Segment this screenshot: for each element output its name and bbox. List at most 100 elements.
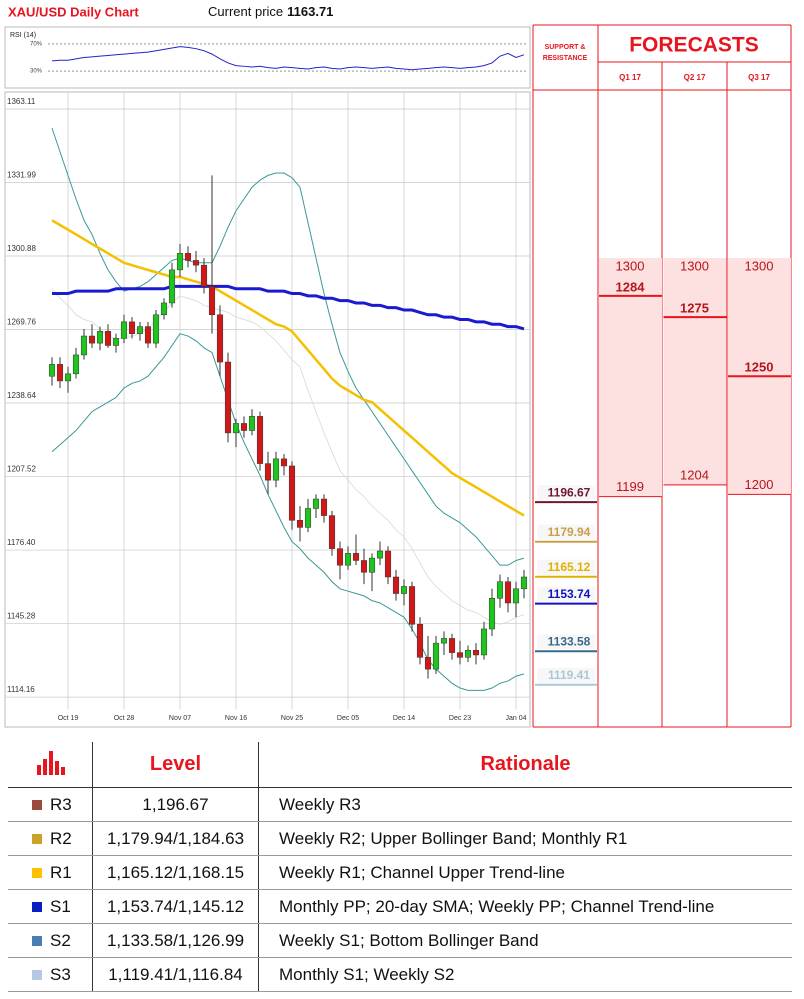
table-row: R2 1,179.94/1,184.63 Weekly R2; Upper Boll…	[8, 821, 792, 856]
level-label-bg	[537, 634, 595, 650]
level-label: 1153.74	[548, 587, 591, 601]
level-swatch	[32, 834, 42, 845]
y-tick-label: 1300.88	[7, 244, 36, 253]
candle-body	[408, 586, 416, 625]
candle-body	[88, 335, 96, 344]
candle-body	[240, 423, 248, 431]
level-label: 1119.41	[548, 668, 590, 682]
candle-body	[272, 458, 280, 481]
x-tick-label: Dec 23	[449, 715, 471, 722]
indicator-line	[52, 284, 525, 331]
forecast-high-label: 1300	[745, 259, 774, 274]
cell-text: 1,153.74/1,145.12	[106, 896, 245, 916]
forecast-target-label: 1250	[745, 360, 774, 375]
rationale-cell: Weekly R3	[258, 787, 792, 822]
level-label-bg	[537, 667, 595, 683]
y-tick-label: 1238.64	[7, 391, 36, 400]
candle-body	[288, 465, 296, 521]
cell-text: 1,165.12/1,168.15	[106, 862, 245, 882]
candle-body	[344, 553, 352, 566]
current-price: Current price 1163.71	[208, 4, 333, 19]
table-row: R1 1,165.12/1,168.15 Weekly R1; Channel Up…	[8, 855, 792, 890]
level-label-bg	[537, 485, 595, 501]
rsi-tick-label: 70%	[30, 42, 43, 48]
x-tick-label: Nov 07	[169, 715, 191, 722]
table-row: S2 1,133.58/1,126.99 Weekly S1; Bottom Bol…	[8, 923, 792, 958]
x-tick-label: Nov 16	[225, 715, 247, 722]
candle-body	[96, 331, 104, 344]
chart-area: XAU/USD Daily Chart Current price 1163.71…	[4, 4, 792, 728]
candle-body	[184, 253, 192, 261]
candle-body	[512, 588, 520, 604]
forecast-low-label: 1200	[745, 477, 774, 492]
forecast-range	[663, 258, 727, 485]
rationale-cell: Monthly S1; Weekly S2	[258, 957, 792, 992]
level-label: 1196.67	[548, 485, 591, 499]
candle-body	[224, 361, 232, 434]
candle-body	[112, 338, 120, 346]
candle-body	[312, 498, 320, 509]
candle-body	[400, 586, 408, 594]
support-resistance-title: SUPPORT & RESISTANCE	[542, 44, 588, 62]
cell-text: R3	[50, 794, 72, 814]
candle-body	[136, 326, 144, 334]
header-rationale: Rationale	[258, 742, 792, 788]
forecast-high-label: 1300	[680, 259, 709, 274]
candle-body	[352, 553, 360, 561]
candle-body	[280, 458, 288, 467]
level-swatch	[32, 868, 42, 879]
candle-body	[424, 657, 432, 670]
candle-body	[368, 557, 376, 573]
candle-body	[480, 628, 488, 656]
quarter-label: Q1 17	[619, 73, 641, 82]
candle-body	[120, 321, 128, 339]
level-label-bg	[537, 586, 595, 602]
candle-body	[256, 416, 264, 464]
candle-body	[496, 581, 504, 599]
cell-text: 1,119.41/1,116.84	[108, 964, 243, 984]
candle-body	[416, 623, 424, 658]
table-header: Level Rationale	[8, 742, 792, 788]
level-cell: 1,119.41/1,116.84	[92, 957, 259, 992]
table-row: S3 1,119.41/1,116.84 Monthly S1; Weekly S2	[8, 957, 792, 992]
candle-body	[176, 253, 184, 271]
candle-body	[168, 269, 176, 304]
candle-body	[320, 498, 328, 516]
cell-text: 1,133.58/1,126.99	[106, 930, 245, 950]
level-label-bg	[537, 524, 595, 540]
candle-body	[328, 515, 336, 549]
cell-text: Monthly PP; 20-day SMA; Weekly PP; Chann…	[279, 896, 715, 916]
cell-text: 1,196.67	[142, 794, 209, 814]
x-tick-label: Oct 28	[114, 715, 135, 722]
icon-cell	[8, 742, 93, 788]
level-cell: 1,196.67	[92, 787, 259, 822]
candle-body	[208, 286, 216, 316]
y-tick-label: 1207.52	[7, 465, 36, 474]
cell-text: S1	[50, 896, 71, 916]
candle-body	[336, 548, 344, 566]
candle-body	[248, 416, 256, 431]
candle-body	[80, 335, 88, 356]
candle-body	[376, 550, 384, 559]
candle-body	[432, 642, 440, 670]
forecast-target-label: 1275	[680, 301, 709, 316]
candle-body	[232, 423, 240, 434]
rationale-cell: Weekly S1; Bottom Bollinger Band	[258, 923, 792, 958]
cell-text: Weekly S1; Bottom Bollinger Band	[279, 930, 539, 950]
candle-body	[48, 364, 56, 377]
candle-body	[264, 463, 272, 481]
forecast-high-label: 1300	[616, 259, 645, 274]
candle-body	[216, 314, 224, 363]
x-tick-label: Nov 25	[281, 715, 303, 722]
level-name-cell: R3	[8, 787, 93, 822]
rationale-cell: Weekly R1; Channel Upper Trend-line	[258, 855, 792, 890]
candle-body	[440, 638, 448, 644]
cell-text: Monthly S1; Weekly S2	[279, 964, 455, 984]
chart-title: XAU/USD Daily Chart	[8, 4, 139, 19]
quarter-label: Q3 17	[748, 73, 770, 82]
rationale-cell: Monthly PP; 20-day SMA; Weekly PP; Chann…	[258, 889, 792, 924]
candle-body	[384, 550, 392, 578]
price-frame	[4, 91, 531, 728]
indicator-line	[51, 219, 525, 517]
